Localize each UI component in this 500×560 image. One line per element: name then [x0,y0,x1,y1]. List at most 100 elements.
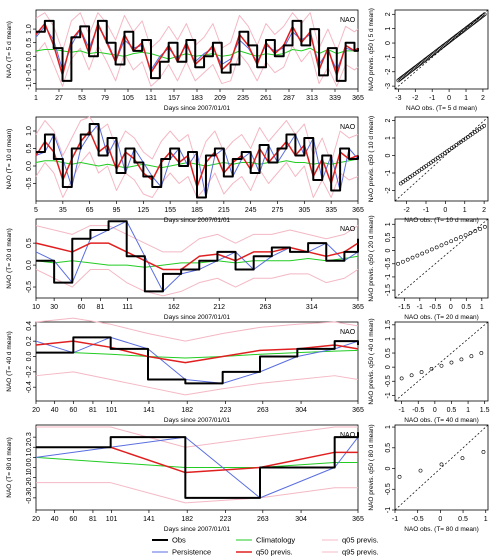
quantile-point [478,227,482,231]
x-tick-label: 40 [51,516,59,523]
x-tick-label: 1 [484,516,488,523]
chart-panels: 1 27 53 79 105 131 157 183 209 235 261 287 313 339 365… [6,8,490,533]
quantile-point [398,181,403,186]
y-tick-label: 0.5 [385,443,392,453]
x-tick-label: 105 [122,95,134,102]
y-tick-label: -0.3 [26,492,33,504]
x-tick-label: 305 [298,207,310,214]
quantile-point [479,351,484,355]
x-axis-label: NAO obs. (T= 20 d mean) [404,314,479,321]
x-tick-label: 79 [101,95,109,102]
reference-line [394,321,489,402]
y-axis-label: NAO (T= 40 d mean) [6,331,13,392]
x-tick-label: 1 [463,207,467,214]
plot-frame [394,321,489,402]
y-tick-label: 1.0 [26,126,33,136]
x-tick-label: -1 [429,95,435,102]
x-tick-label: 1 [466,407,470,414]
series-obs [36,19,359,82]
quantile-point [454,143,459,147]
legend-label: q05 previs. [342,536,379,545]
x-tick-label: -1 [423,207,429,214]
x-tick-label: 209 [214,95,226,102]
y-tick-label: -0.5 [385,258,392,270]
y-axis-label: NAO (T= 80 d mean) [6,437,13,498]
x-tick-label: 155 [164,207,176,214]
y-tick-label: -0.1 [26,471,33,483]
panel-annotation: NAO [340,17,356,24]
series-q05-previs [35,371,359,396]
y-tick-label: -1.5 [385,284,392,296]
y-tick-label: 1 [385,27,392,31]
y-tick-label: 1 [385,337,392,341]
quantile-point [429,367,434,371]
x-axis-label: Days since 2007/01/01 [164,314,231,321]
series-q95-previs [35,225,359,253]
y-tick-label: 0.5 [26,144,33,154]
x-axis-label: NAO obs. (T= 10 d mean) [404,217,479,224]
quantile-point [435,155,440,160]
plot-frame [394,9,489,90]
quantile-point [463,233,468,237]
quantile-point [438,154,443,159]
quantile-point [482,123,487,128]
quantile-point [429,247,434,252]
series-q05-previs [35,42,359,87]
quantile-point [396,261,401,266]
x-tick-label: 1 [34,95,38,102]
x-tick-label: -3 [395,95,401,102]
legend-label: Persistence [172,548,211,557]
quantile-point [405,257,410,262]
x-tick-label: 275 [272,207,284,214]
legend-label: q50 previs. [256,548,293,557]
x-tick-label: 183 [191,95,203,102]
quantile-point [410,173,415,178]
x-tick-label: 81 [89,516,97,523]
x-tick-label: 53 [78,95,86,102]
quantile-point [401,179,406,184]
timeseries-panel-1: 1 27 53 79 105 131 157 183 209 235 261 287 313 339 365… [6,9,364,112]
x-tick-label: 263 [257,407,269,414]
y-tick-label: 1 [385,222,392,226]
quantile-point [403,178,408,183]
series-persistence [35,436,359,499]
x-tick-label: 60 [69,407,77,414]
x-tick-label: 215 [218,207,230,214]
y-tick-label: 0.2 [26,336,33,346]
y-tick-label: 0.2 [26,442,33,452]
x-tick-label: -1 [392,516,398,523]
x-tick-label: -0.5 [412,516,424,523]
legend-label: Climatology [256,536,295,545]
quantile-point [440,152,445,157]
series-persistence [35,25,358,71]
x-tick-label: 141 [143,407,155,414]
x-tick-label: 365 [352,516,364,523]
x-tick-label: 0.5 [461,304,471,311]
x-axis-label: Days since 2007/01/01 [164,105,231,112]
quantile-point [422,165,426,170]
x-axis-label: NAO obs. (T= 80 d mean) [404,526,479,533]
plot-frame [394,116,489,202]
y-tick-label: -2 [385,69,392,75]
x-tick-label: 131 [145,95,157,102]
y-tick-label: -1 [385,170,392,176]
quantile-point [399,376,404,381]
x-tick-label: -1 [417,304,423,311]
y-tick-label: -1 [385,274,392,280]
plot-frame [394,424,489,511]
series-persistence [35,336,359,384]
quantile-point [426,162,431,167]
y-tick-label: -0.5 [26,281,33,293]
quantile-point [419,370,424,374]
quantile-point [439,243,444,248]
y-axis-label: NAO (T= 5 d mean) [6,21,13,78]
y-tick-label: -0.2 [26,482,33,494]
x-tick-label: 141 [143,516,155,523]
y-tick-label: 2 [385,12,392,16]
y-tick-label: 1 [385,425,392,429]
quantile-point [449,360,454,365]
plot-frame [35,321,359,402]
x-tick-label: 263 [260,304,272,311]
quantile-point [433,157,438,162]
